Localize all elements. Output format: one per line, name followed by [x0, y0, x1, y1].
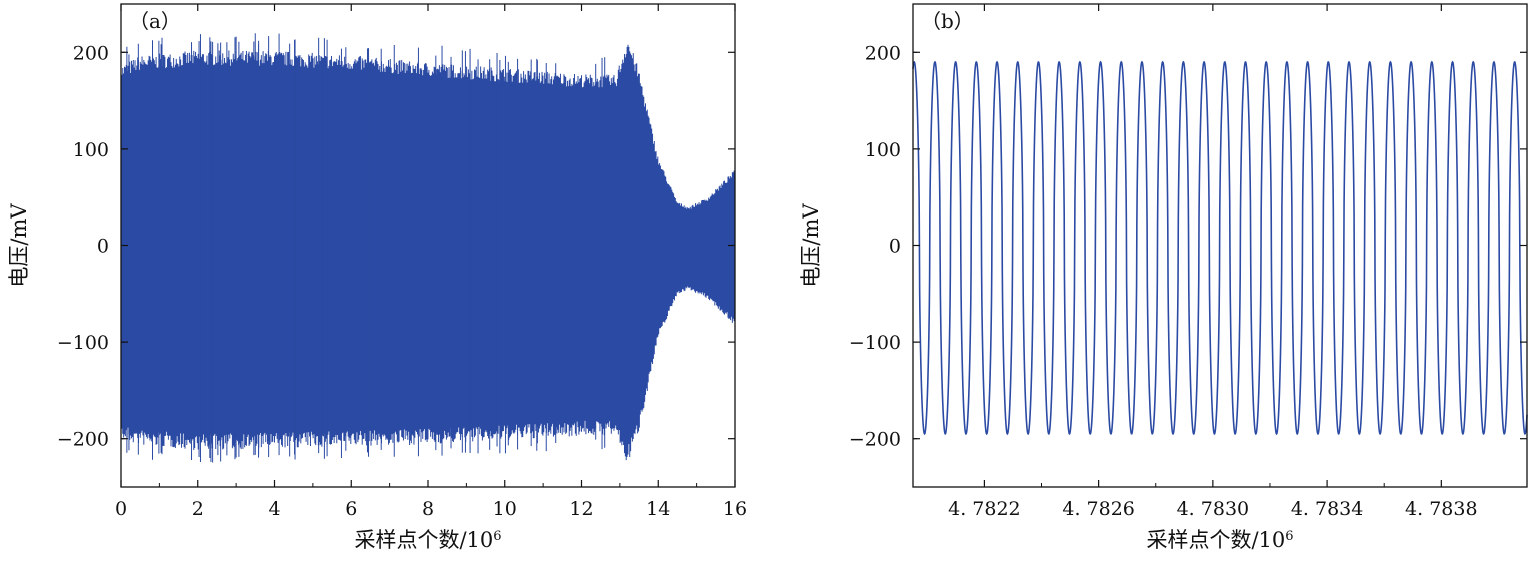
x-tick-label: 16: [723, 498, 747, 520]
x-tick-label: 4. 7834: [1291, 498, 1364, 520]
y-tick-label: 100: [73, 139, 109, 161]
x-tick-label: 0: [115, 498, 127, 520]
series-signal-a: [120, 44, 736, 461]
y-axis-title-a: 电压/mV: [7, 203, 31, 288]
plot-area-a: [120, 33, 736, 463]
x-tick-label: 14: [646, 498, 670, 520]
x-tick-label: 10: [493, 498, 517, 520]
x-axis-ticks-a: 0 2 4 6 8 10 12 14 16: [115, 4, 747, 520]
panel-label-b: （b）: [921, 9, 974, 33]
chart-panel-a: 0 2 4 6 8 10 12 14 16 −200 −100 0 100 200 （a） 采样点个数/…: [7, 3, 747, 552]
y-tick-label: 200: [865, 42, 901, 64]
plot-area-b: [912, 60, 1528, 436]
panel-label-a: （a）: [129, 9, 181, 33]
x-tick-label: 12: [569, 498, 593, 520]
y-axis-title-b: 电压/mV: [799, 203, 823, 288]
series-spikes-a: [126, 33, 606, 463]
x-tick-label: 8: [422, 498, 434, 520]
y-axis-ticks-a: −200 −100 0 100 200: [57, 42, 735, 451]
y-tick-label: 0: [889, 236, 901, 258]
x-tick-label: 4. 7822: [948, 498, 1021, 520]
x-axis-ticks-b: 4. 7822 4. 7826 4. 7830 4. 7834 4. 7838: [948, 4, 1478, 520]
y-tick-label: 0: [97, 236, 109, 258]
x-axis-title-sup-b: 6: [1285, 529, 1293, 544]
chart-panel-b: 4. 7822 4. 7826 4. 7830 4. 7834 4. 7838 −200…: [799, 3, 1528, 552]
x-axis-title-a: 采样点个数/106: [354, 528, 501, 552]
x-axis-title-text-a: 采样点个数/10: [354, 528, 493, 552]
x-tick-label: 6: [345, 498, 357, 520]
y-tick-label: 100: [865, 139, 901, 161]
x-tick-label: 4. 7838: [1405, 498, 1478, 520]
x-tick-label: 4: [268, 498, 280, 520]
y-tick-label: 200: [73, 42, 109, 64]
y-axis-ticks-b: −200 −100 0 100 200: [849, 42, 1527, 451]
x-axis-title-text-b: 采样点个数/10: [1146, 528, 1285, 552]
y-tick-label: −200: [57, 429, 109, 451]
x-axis-title-sup-a: 6: [493, 529, 501, 544]
y-tick-label: −200: [849, 429, 901, 451]
y-tick-label: −100: [57, 332, 109, 354]
y-tick-label: −100: [849, 332, 901, 354]
x-tick-label: 4. 7826: [1062, 498, 1135, 520]
series-signal-b: [912, 60, 1528, 436]
x-tick-label: 2: [192, 498, 204, 520]
x-tick-label: 4. 7830: [1177, 498, 1250, 520]
x-axis-title-b: 采样点个数/106: [1146, 528, 1293, 552]
